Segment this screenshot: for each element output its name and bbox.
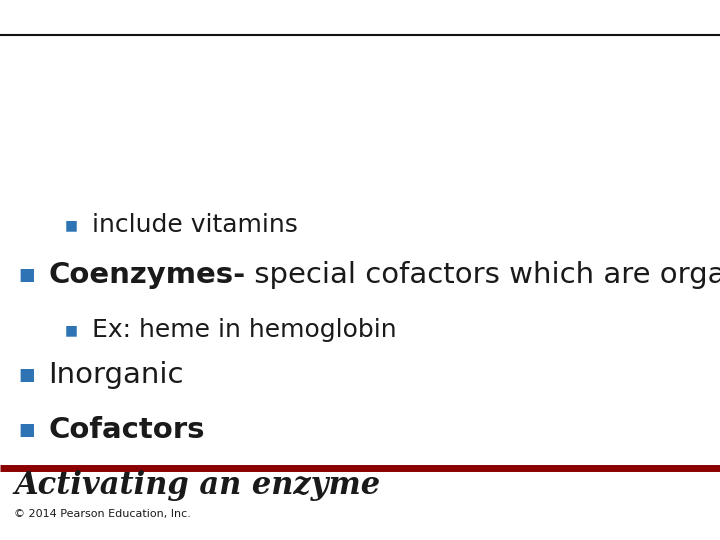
Text: © 2014 Pearson Education, Inc.: © 2014 Pearson Education, Inc.	[14, 509, 191, 519]
Text: ■: ■	[18, 421, 35, 439]
Text: ■: ■	[18, 266, 35, 284]
Text: ■: ■	[65, 218, 78, 232]
Text: Inorganic: Inorganic	[48, 361, 184, 389]
Text: special cofactors which are organic.: special cofactors which are organic.	[246, 261, 720, 289]
Text: include vitamins: include vitamins	[92, 213, 298, 237]
Text: Ex: heme in hemoglobin: Ex: heme in hemoglobin	[92, 318, 397, 342]
Text: ■: ■	[18, 366, 35, 384]
Text: Activating an enzyme: Activating an enzyme	[14, 470, 380, 501]
Text: Coenzymes-: Coenzymes-	[48, 261, 246, 289]
Text: ■: ■	[65, 323, 78, 337]
Text: Cofactors: Cofactors	[48, 416, 204, 444]
